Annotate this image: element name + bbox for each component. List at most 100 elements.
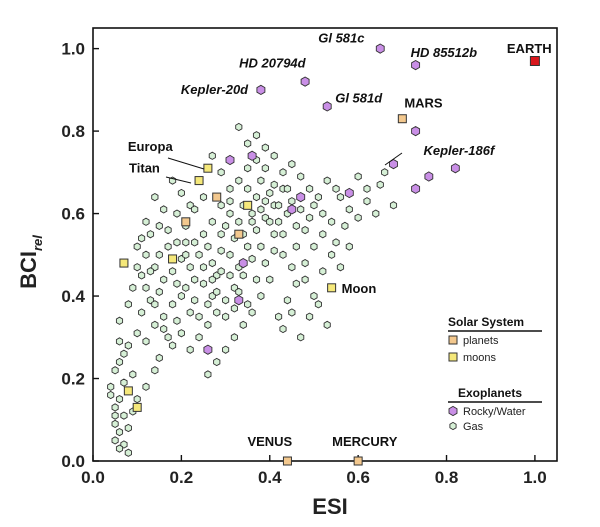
data-point-gas <box>173 279 181 288</box>
data-point-gas <box>115 337 124 346</box>
data-point-gas <box>305 213 314 222</box>
data-point-gas <box>133 394 141 404</box>
data-point-gas <box>222 221 230 231</box>
data-point-gas <box>213 287 221 297</box>
data-point-gas <box>151 300 159 309</box>
data-point-gas <box>336 192 345 202</box>
annotation-label: Gl 581c <box>318 31 365 46</box>
data-point-moon <box>168 254 178 264</box>
data-point-gas <box>115 357 124 367</box>
data-point-gas <box>244 300 252 309</box>
data-point-rocky <box>375 43 385 54</box>
data-point-gas <box>208 151 216 160</box>
data-point-gas <box>381 168 389 177</box>
data-point-gas <box>328 250 336 259</box>
data-point-rocky <box>344 187 354 199</box>
x-tick-label: 0.6 <box>346 468 370 487</box>
data-point-gas <box>372 209 380 218</box>
data-point-gas <box>345 242 353 251</box>
data-point-gas <box>164 333 172 342</box>
data-point-rocky <box>322 101 332 112</box>
data-point-gas <box>168 300 177 309</box>
data-point-gas <box>142 217 150 226</box>
legend-marker-planet <box>448 335 458 345</box>
data-point-gas <box>208 275 216 284</box>
data-point-planet <box>234 229 244 239</box>
data-point-gas <box>310 201 318 210</box>
x-axis-title: ESI <box>312 494 347 519</box>
data-point-rocky <box>234 295 244 306</box>
data-point-gas <box>235 217 243 226</box>
data-point-gas <box>248 209 256 218</box>
data-point-gas <box>266 188 274 198</box>
x-tick-label: 1.0 <box>523 468 547 487</box>
data-point-gas <box>248 254 256 264</box>
data-point-gas <box>297 333 305 342</box>
data-point-gas <box>199 263 208 272</box>
data-point-rocky <box>411 59 421 71</box>
data-point-gas <box>257 176 265 185</box>
data-point-gas <box>173 209 181 218</box>
legend-item-label: Gas <box>463 421 484 433</box>
data-point-gas <box>297 172 305 181</box>
data-point-gas <box>363 184 371 193</box>
data-point-gas <box>182 238 190 247</box>
y-tick-label: 0.4 <box>61 287 85 306</box>
legend-marker-moon <box>448 352 458 362</box>
data-point-gas <box>142 337 150 346</box>
data-point-gas <box>354 172 362 181</box>
europa-arrow <box>167 157 205 170</box>
axes-layer: 0.0 0.2 0.4 0.6 0.8 1.0 0.0 0.2 0.4 0.6 0.8 1.0 <box>61 27 558 487</box>
data-point-gas <box>124 341 132 350</box>
data-point-gas <box>124 448 132 457</box>
legend-marker-gas <box>449 421 457 431</box>
data-point-gas <box>151 192 159 202</box>
data-point-moon <box>203 163 213 173</box>
data-point-gas <box>279 324 287 334</box>
data-point-gas <box>288 197 296 206</box>
data-point-gas <box>142 283 150 292</box>
data-point-gas <box>270 151 278 160</box>
data-point-rocky <box>238 257 248 269</box>
data-point-gas <box>226 271 234 280</box>
data-point-gas <box>111 403 119 412</box>
annotation-label: Titan <box>129 161 160 176</box>
data-point-gas <box>235 176 243 185</box>
data-point-gas <box>217 230 225 239</box>
data-point-gas <box>235 122 243 132</box>
legend-marker-rocky <box>448 405 458 417</box>
data-point-gas <box>248 308 256 317</box>
data-point-gas <box>217 267 225 276</box>
x-tick-label: 0.2 <box>170 468 194 487</box>
annotation-label: Europa <box>128 139 174 154</box>
data-point-gas <box>129 283 137 292</box>
y-axis-title-sub: rel <box>30 235 45 251</box>
data-point-rocky <box>296 191 306 203</box>
data-point-gas <box>305 312 314 321</box>
points-layer <box>107 43 540 466</box>
data-point-gas <box>239 320 247 330</box>
data-point-gas <box>244 184 252 193</box>
data-point-gas <box>301 258 309 268</box>
annotation-label: HD 20794d <box>239 56 307 71</box>
data-point-gas <box>252 225 261 235</box>
x-tick-label: 0.8 <box>435 468 459 487</box>
annotation-label: MERCURY <box>332 434 398 449</box>
data-point-gas <box>345 205 353 214</box>
data-point-gas <box>239 271 247 280</box>
legend-solar-title: Solar System <box>448 315 524 329</box>
data-point-gas <box>186 345 194 354</box>
data-point-gas <box>120 349 128 358</box>
data-point-gas <box>168 341 177 350</box>
x-tick-label: 0.4 <box>258 468 282 487</box>
data-point-gas <box>173 238 181 247</box>
data-point-gas <box>270 180 278 189</box>
data-point-rocky <box>256 84 266 96</box>
data-point-gas <box>279 250 287 259</box>
data-point-gas <box>292 242 300 251</box>
data-point-gas <box>261 143 269 152</box>
data-point-gas <box>297 205 305 214</box>
titan-arrow <box>165 176 192 184</box>
data-point-gas <box>292 221 300 231</box>
